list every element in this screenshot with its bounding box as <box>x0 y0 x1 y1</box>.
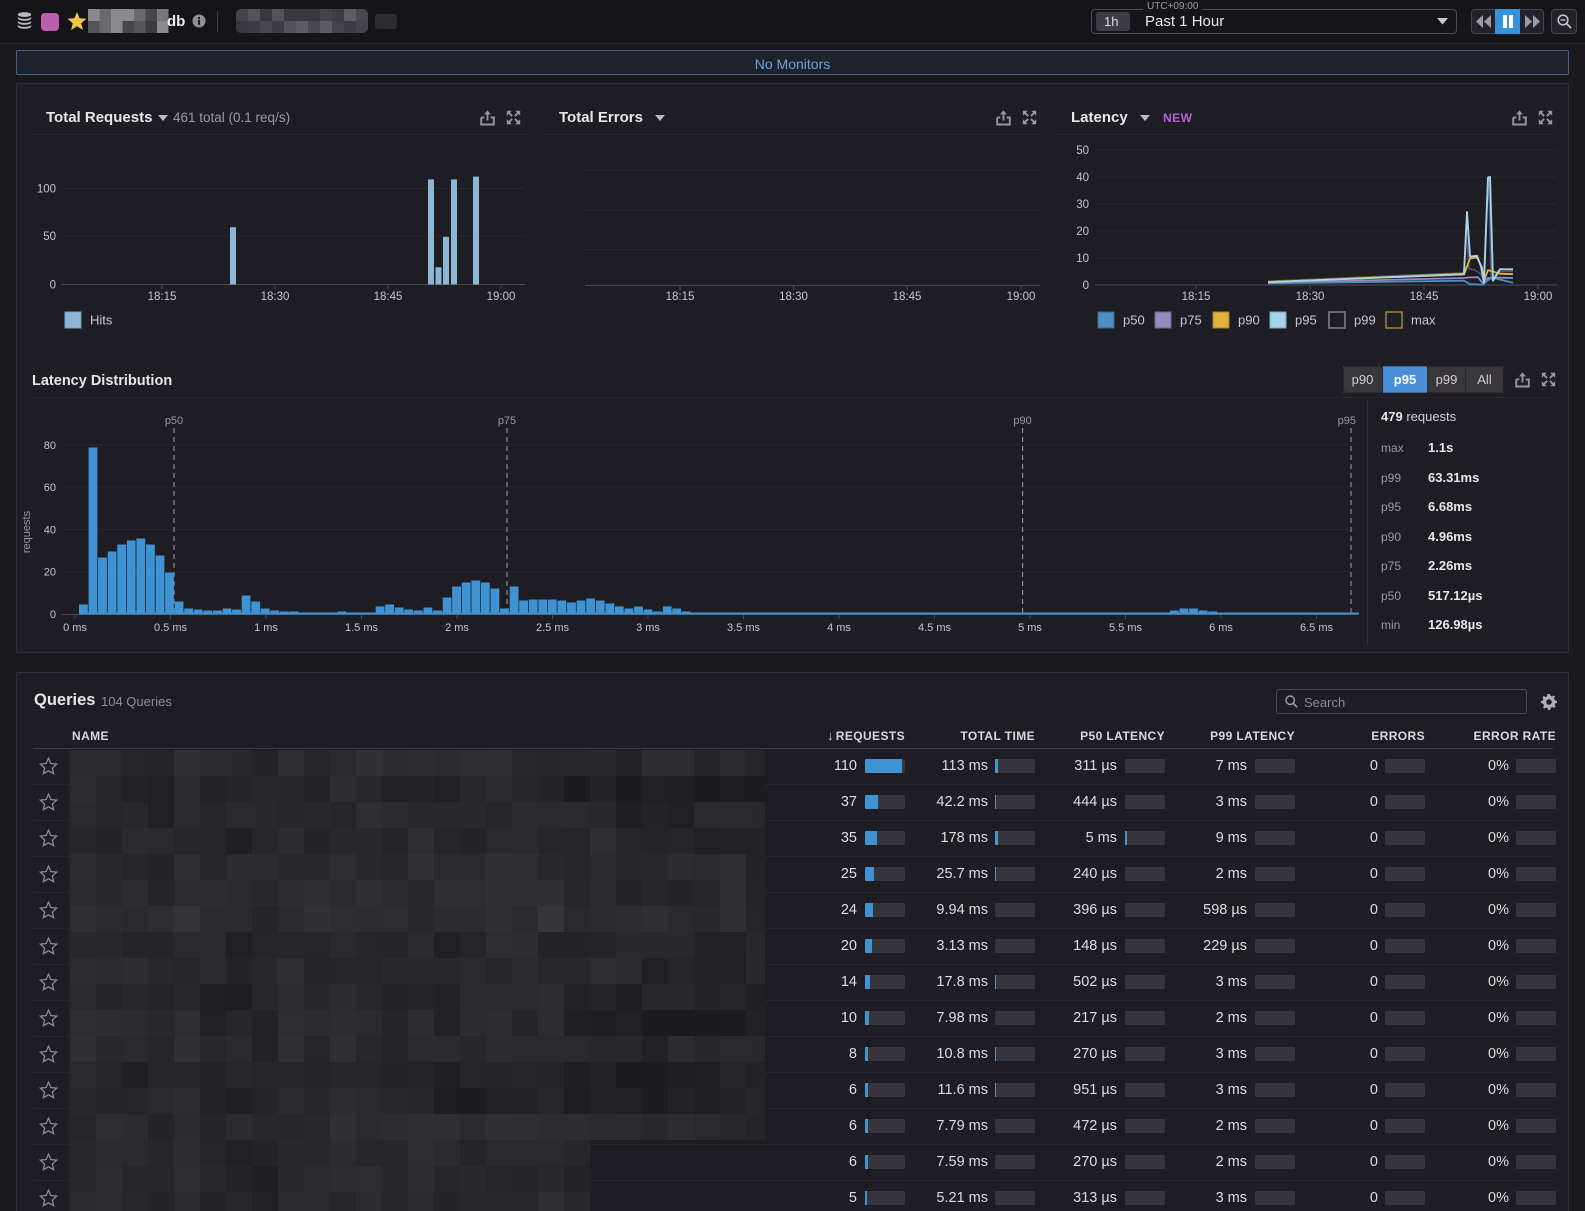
svg-text:100: 100 <box>37 184 56 196</box>
svg-text:5.5 ms: 5.5 ms <box>1109 622 1143 634</box>
svg-text:50: 50 <box>1076 145 1089 157</box>
svg-text:p50: p50 <box>165 415 183 427</box>
svg-text:p75: p75 <box>1180 313 1202 328</box>
svg-text:18:15: 18:15 <box>148 291 177 303</box>
svg-text:0.5 ms: 0.5 ms <box>154 622 188 634</box>
svg-text:60: 60 <box>44 482 56 494</box>
svg-text:10: 10 <box>1076 253 1089 265</box>
svg-text:18:45: 18:45 <box>1410 291 1439 303</box>
svg-text:2.5 ms: 2.5 ms <box>536 622 570 634</box>
svg-text:p99: p99 <box>1354 313 1376 328</box>
svg-text:50: 50 <box>43 231 56 243</box>
svg-text:p50: p50 <box>1123 313 1145 328</box>
svg-text:19:00: 19:00 <box>1007 291 1036 303</box>
svg-text:Latency Distribution: Latency Distribution <box>32 373 172 389</box>
svg-text:19:00: 19:00 <box>1524 291 1553 303</box>
svg-text:20: 20 <box>44 567 56 579</box>
svg-text:p75: p75 <box>498 415 516 427</box>
svg-text:6.5 ms: 6.5 ms <box>1300 622 1334 634</box>
svg-text:4 ms: 4 ms <box>827 622 851 634</box>
svg-text:Hits: Hits <box>90 313 113 328</box>
svg-text:18:30: 18:30 <box>779 291 808 303</box>
svg-text:18:30: 18:30 <box>1296 291 1325 303</box>
svg-text:0: 0 <box>50 609 56 621</box>
svg-text:1 ms: 1 ms <box>254 622 278 634</box>
svg-text:p95: p95 <box>1295 313 1317 328</box>
svg-text:p95: p95 <box>1338 415 1356 427</box>
svg-text:p90: p90 <box>1238 313 1260 328</box>
svg-text:40: 40 <box>44 524 56 536</box>
svg-text:18:30: 18:30 <box>261 291 290 303</box>
svg-text:p90: p90 <box>1013 415 1031 427</box>
svg-text:80: 80 <box>44 440 56 452</box>
svg-text:5 ms: 5 ms <box>1018 622 1042 634</box>
svg-text:4.5 ms: 4.5 ms <box>918 622 952 634</box>
svg-text:20: 20 <box>1076 226 1089 238</box>
svg-text:18:45: 18:45 <box>893 291 922 303</box>
svg-text:0: 0 <box>1083 280 1089 292</box>
svg-text:18:45: 18:45 <box>374 291 403 303</box>
svg-text:40: 40 <box>1076 172 1089 184</box>
svg-text:19:00: 19:00 <box>487 291 516 303</box>
svg-text:3.5 ms: 3.5 ms <box>727 622 761 634</box>
svg-text:18:15: 18:15 <box>1182 291 1211 303</box>
svg-text:30: 30 <box>1076 199 1089 211</box>
svg-text:0 ms: 0 ms <box>63 622 87 634</box>
svg-text:max: max <box>1411 313 1436 328</box>
svg-text:0: 0 <box>50 280 56 292</box>
svg-text:2 ms: 2 ms <box>445 622 469 634</box>
svg-text:requests: requests <box>21 510 33 553</box>
svg-text:3 ms: 3 ms <box>636 622 660 634</box>
svg-text:1.5 ms: 1.5 ms <box>345 622 379 634</box>
svg-text:18:15: 18:15 <box>666 291 695 303</box>
svg-text:6 ms: 6 ms <box>1209 622 1233 634</box>
